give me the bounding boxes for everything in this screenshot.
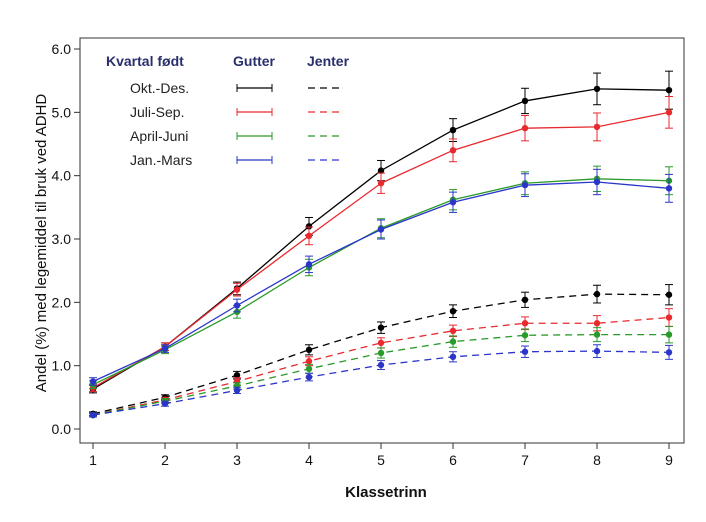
data-point (521, 296, 529, 303)
y-axis-title: Andel (%) med legemiddel til bruk ved AD… (33, 94, 50, 393)
y-tick-label: 3.0 (52, 231, 72, 247)
data-point (521, 332, 529, 339)
data-point (521, 97, 529, 105)
x-tick-label: 2 (161, 452, 169, 468)
data-point (305, 373, 313, 381)
data-point (305, 223, 313, 230)
data-point (665, 185, 673, 192)
data-point (449, 126, 457, 134)
series-layer (89, 70, 673, 419)
legend: Kvartal født Gutter Jenter Okt.-Des. Juli-Se… (106, 53, 350, 168)
y-tick-label: 6.0 (52, 41, 72, 57)
data-point (449, 199, 457, 206)
y-tick-label: 4.0 (52, 168, 72, 184)
data-point (521, 348, 529, 355)
data-point (233, 387, 241, 394)
data-point (233, 286, 241, 293)
data-point (377, 339, 385, 347)
data-point (377, 167, 385, 174)
data-point (449, 338, 457, 345)
data-point (305, 346, 313, 354)
data-point (593, 290, 601, 298)
series-jenter-6 (89, 325, 673, 419)
data-point (233, 371, 241, 379)
x-tick-label: 5 (377, 452, 385, 468)
data-point (89, 378, 97, 385)
y-tick-label: 1.0 (52, 358, 72, 374)
plot-frame (79, 37, 685, 444)
series-jenter-7 (89, 344, 673, 419)
data-point (449, 353, 457, 360)
series-jenter-4 (89, 284, 673, 417)
data-point (665, 331, 673, 338)
data-point (377, 361, 385, 369)
data-point (161, 400, 169, 407)
data-point (521, 181, 529, 189)
x-tick-label: 6 (449, 452, 457, 468)
y-tick-label: 5.0 (52, 104, 72, 120)
data-point (305, 261, 313, 268)
y-tick-label: 2.0 (52, 294, 72, 310)
legend-col-jenter: Jenter (307, 53, 350, 69)
x-tick-label: 4 (305, 452, 313, 468)
legend-label: April-Juni (130, 128, 188, 144)
data-point (305, 358, 313, 365)
x-tick-label: 9 (665, 452, 673, 468)
data-point (89, 411, 97, 419)
data-point (377, 349, 385, 357)
data-point (593, 347, 601, 355)
data-point (665, 291, 673, 298)
x-axis-title: Klassetrinn (345, 484, 427, 501)
data-point (665, 86, 673, 94)
data-point (593, 123, 601, 131)
x-tick-label: 8 (593, 452, 601, 468)
data-point (593, 320, 601, 327)
data-point (665, 349, 673, 356)
x-tick-label: 3 (233, 452, 241, 468)
series-line (92, 316, 670, 416)
legend-label: Okt.-Des. (130, 80, 189, 96)
data-point (449, 308, 457, 315)
data-point (377, 324, 385, 331)
data-point (377, 226, 385, 233)
data-point (665, 109, 673, 116)
data-point (665, 314, 673, 321)
data-point (377, 180, 385, 187)
series-gutter-3 (89, 168, 673, 386)
data-point (449, 147, 457, 154)
x-tick-label: 1 (89, 452, 97, 468)
data-point (233, 302, 241, 309)
data-point (521, 124, 529, 132)
axes: 0.0 1.0 2.0 3.0 4.0 5.0 6.0 1 2 3 4 5 6 7 8 9 (52, 37, 685, 468)
data-point (305, 232, 313, 240)
legend-label: Jan.-Mars (130, 152, 192, 168)
x-tick-label: 7 (521, 452, 529, 468)
legend-label: Juli-Sep. (130, 104, 184, 120)
data-point (593, 178, 601, 186)
y-tick-label: 0.0 (52, 421, 72, 437)
data-point (305, 365, 313, 373)
legend-col-gutter: Gutter (233, 53, 276, 69)
data-point (449, 327, 457, 335)
data-point (161, 345, 169, 352)
legend-title: Kvartal født (106, 53, 184, 69)
data-point (593, 331, 601, 338)
data-point (593, 85, 601, 93)
data-point (521, 320, 529, 327)
